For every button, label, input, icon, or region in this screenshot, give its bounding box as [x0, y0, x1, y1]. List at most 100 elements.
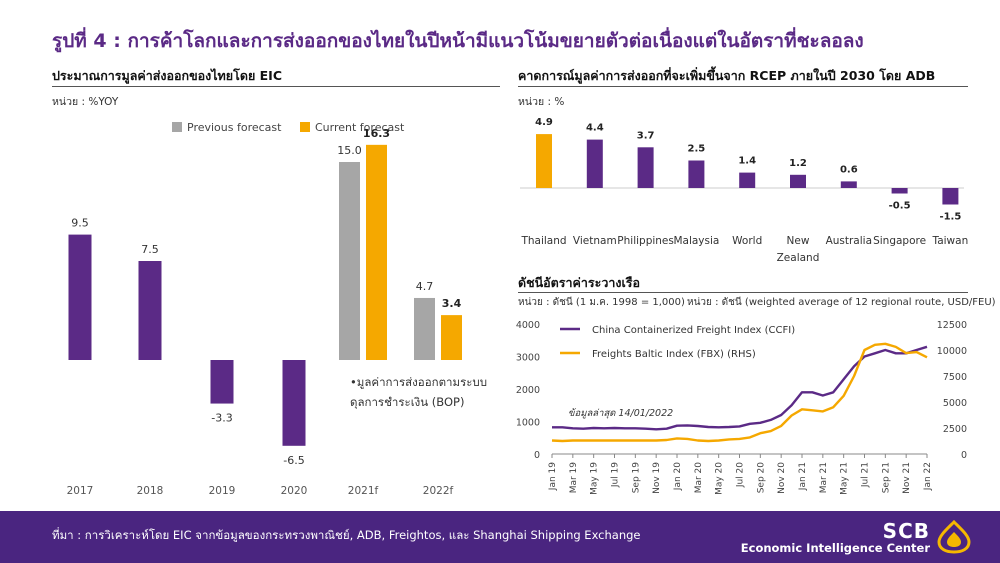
- bar-2019: [210, 360, 234, 404]
- data-label: 3.7: [637, 130, 655, 141]
- bop-note-line1: •มูลค่าการส่งออกตามระบบ: [350, 375, 488, 389]
- x-tick-label: Vietnam: [573, 235, 617, 247]
- bar-taiwan: [942, 188, 959, 205]
- x-tick-label: Nov 20: [777, 462, 787, 494]
- bar-malaysia: [688, 160, 705, 188]
- x-tick-label: Jan 21: [798, 462, 808, 491]
- bar-singapore: [891, 188, 908, 194]
- x-tick-label: May 20: [715, 462, 725, 495]
- brand-subtitle: Economic Intelligence Center: [740, 541, 930, 555]
- data-label: 4.4: [586, 123, 604, 134]
- bar-world: [739, 172, 756, 188]
- footer-bar: ที่มา : การวิเคราะห์โดย EIC จากข้อมูลของ…: [0, 511, 1000, 563]
- rcep-panel-unit: หน่วย : %: [518, 96, 565, 108]
- left-panel-unit: หน่วย : %YOY: [52, 96, 119, 108]
- bar-2018: [138, 261, 162, 360]
- x-tick-label: Jul 21: [861, 462, 871, 488]
- data-label: 15.0: [337, 144, 362, 157]
- y-tick-left: 1000: [516, 418, 540, 429]
- x-tick-label: Philippines: [617, 235, 674, 247]
- legend-swatch-1: [300, 122, 310, 132]
- data-label: 3.4: [442, 297, 462, 310]
- left-panel-rule: [52, 86, 500, 87]
- bar-thailand: [536, 134, 552, 188]
- y-tick-right: 7500: [943, 372, 967, 383]
- data-label: 1.4: [738, 156, 756, 167]
- data-label: -1.5: [939, 212, 961, 223]
- legend-label-1: Freights Baltic Index (FBX) (RHS): [592, 349, 756, 360]
- x-tick-label: May 21: [840, 462, 850, 495]
- series-line-1: [551, 342, 928, 443]
- bar-2020: [282, 360, 306, 446]
- left-panel-title: ประมาณการมูลค่าส่งออกของไทยโดย EIC: [52, 68, 282, 83]
- x-tick-label: Sep 21: [881, 462, 891, 493]
- data-label: -3.3: [211, 412, 232, 425]
- x-tick-label: Mar 20: [694, 462, 704, 494]
- x-tick-label: World: [732, 235, 762, 247]
- x-tick-label: New: [787, 235, 810, 247]
- y-tick-right: 12500: [937, 320, 967, 331]
- data-label: -0.5: [889, 201, 911, 212]
- bop-note-line2: ดุลการชำระเงิน (BOP): [350, 395, 465, 409]
- bar-philippines: [637, 147, 654, 188]
- x-tick-label: Zealand: [777, 252, 820, 264]
- x-tick-label: Mar 21: [819, 462, 829, 493]
- data-label: 2.5: [688, 144, 706, 155]
- x-tick-label: Jan 22: [923, 462, 933, 491]
- y-tick-right: 0: [961, 450, 967, 461]
- bar-vietnam: [586, 139, 603, 188]
- page-title: รูปที่ 4 : การค้าโลกและการส่งออกของไทยใน…: [52, 30, 864, 52]
- x-tick-label: Jul 20: [736, 462, 746, 488]
- x-tick-label: Thailand: [520, 235, 566, 247]
- x-tick-label: 2018: [137, 485, 164, 497]
- scb-logo-icon: [937, 520, 971, 554]
- freight-unit-right: หน่วย : ดัชนี (weighted average of 12 re…: [687, 297, 996, 308]
- rcep-panel-title: คาดการณ์มูลค่าการส่งออกที่จะเพิ่มขึ้นจาก…: [518, 68, 936, 83]
- data-label: 4.7: [416, 280, 434, 293]
- rcep-panel-rule: [518, 86, 968, 87]
- x-tick-label: May 19: [590, 462, 600, 495]
- x-tick-label: Taiwan: [932, 235, 969, 247]
- x-tick-label: Sep 19: [631, 462, 641, 494]
- y-tick-left: 0: [534, 450, 540, 461]
- legend-swatch-0: [172, 122, 182, 132]
- y-tick-right: 5000: [943, 398, 967, 409]
- data-label: 7.5: [141, 243, 159, 256]
- y-tick-left: 2000: [516, 385, 540, 396]
- data-label: 4.9: [535, 117, 553, 128]
- x-tick-label: Jul 19: [611, 462, 621, 488]
- y-tick-right: 10000: [937, 346, 967, 357]
- export-forecast-chart: Previous forecast Current forecast 9.5 2017…: [67, 121, 462, 497]
- x-tick-label: Malaysia: [673, 235, 719, 247]
- freight-panel-title: ดัชนีอัตราค่าระวางเรือ: [518, 275, 640, 290]
- data-label: 16.3: [363, 127, 390, 140]
- data-label: 9.5: [71, 217, 89, 230]
- x-tick-label: 2021f: [348, 485, 379, 497]
- freight-unit-left: หน่วย : ดัชนี (1 ม.ค. 1998 = 1,000): [518, 297, 685, 308]
- x-tick-label: Jan 19: [548, 462, 558, 491]
- bar-curr-2021f: [366, 144, 387, 360]
- source-note: ที่มา : การวิเคราะห์โดย EIC จากข้อมูลของ…: [52, 528, 641, 542]
- x-tick-label: 2017: [67, 485, 94, 497]
- data-label: 0.6: [840, 164, 858, 175]
- x-tick-label: Nov 21: [902, 462, 912, 494]
- bar-new-zealand: [790, 174, 806, 188]
- bar-curr-2022f: [441, 315, 462, 360]
- legend-label-0: China Containerized Freight Index (CCFI): [592, 325, 795, 336]
- bar-australia: [840, 181, 857, 188]
- freight-index-chart: 0 1000 2000 3000 4000 0 2500 5000 7500 10000 12500…: [516, 320, 967, 495]
- rcep-export-chart: 4.9 Thailand 4.4 Vietnam 3.7 Philippines 2.5 Ma…: [520, 117, 969, 264]
- y-tick-right: 2500: [943, 424, 967, 435]
- bar-prev-2021f: [339, 162, 360, 360]
- x-tick-label: 2019: [209, 485, 236, 497]
- x-tick-label: 2022f: [423, 485, 454, 497]
- data-label: 1.2: [789, 158, 807, 169]
- x-tick-label: Australia: [826, 235, 872, 247]
- y-tick-left: 3000: [516, 353, 540, 364]
- x-tick-label: 2020: [281, 485, 308, 497]
- bar-2017: [68, 234, 92, 360]
- series-line-0: [552, 345, 928, 431]
- legend-label-1: Current forecast: [315, 121, 405, 134]
- legend-label-0: Previous forecast: [187, 121, 282, 134]
- x-tick-label: Nov 19: [652, 462, 662, 494]
